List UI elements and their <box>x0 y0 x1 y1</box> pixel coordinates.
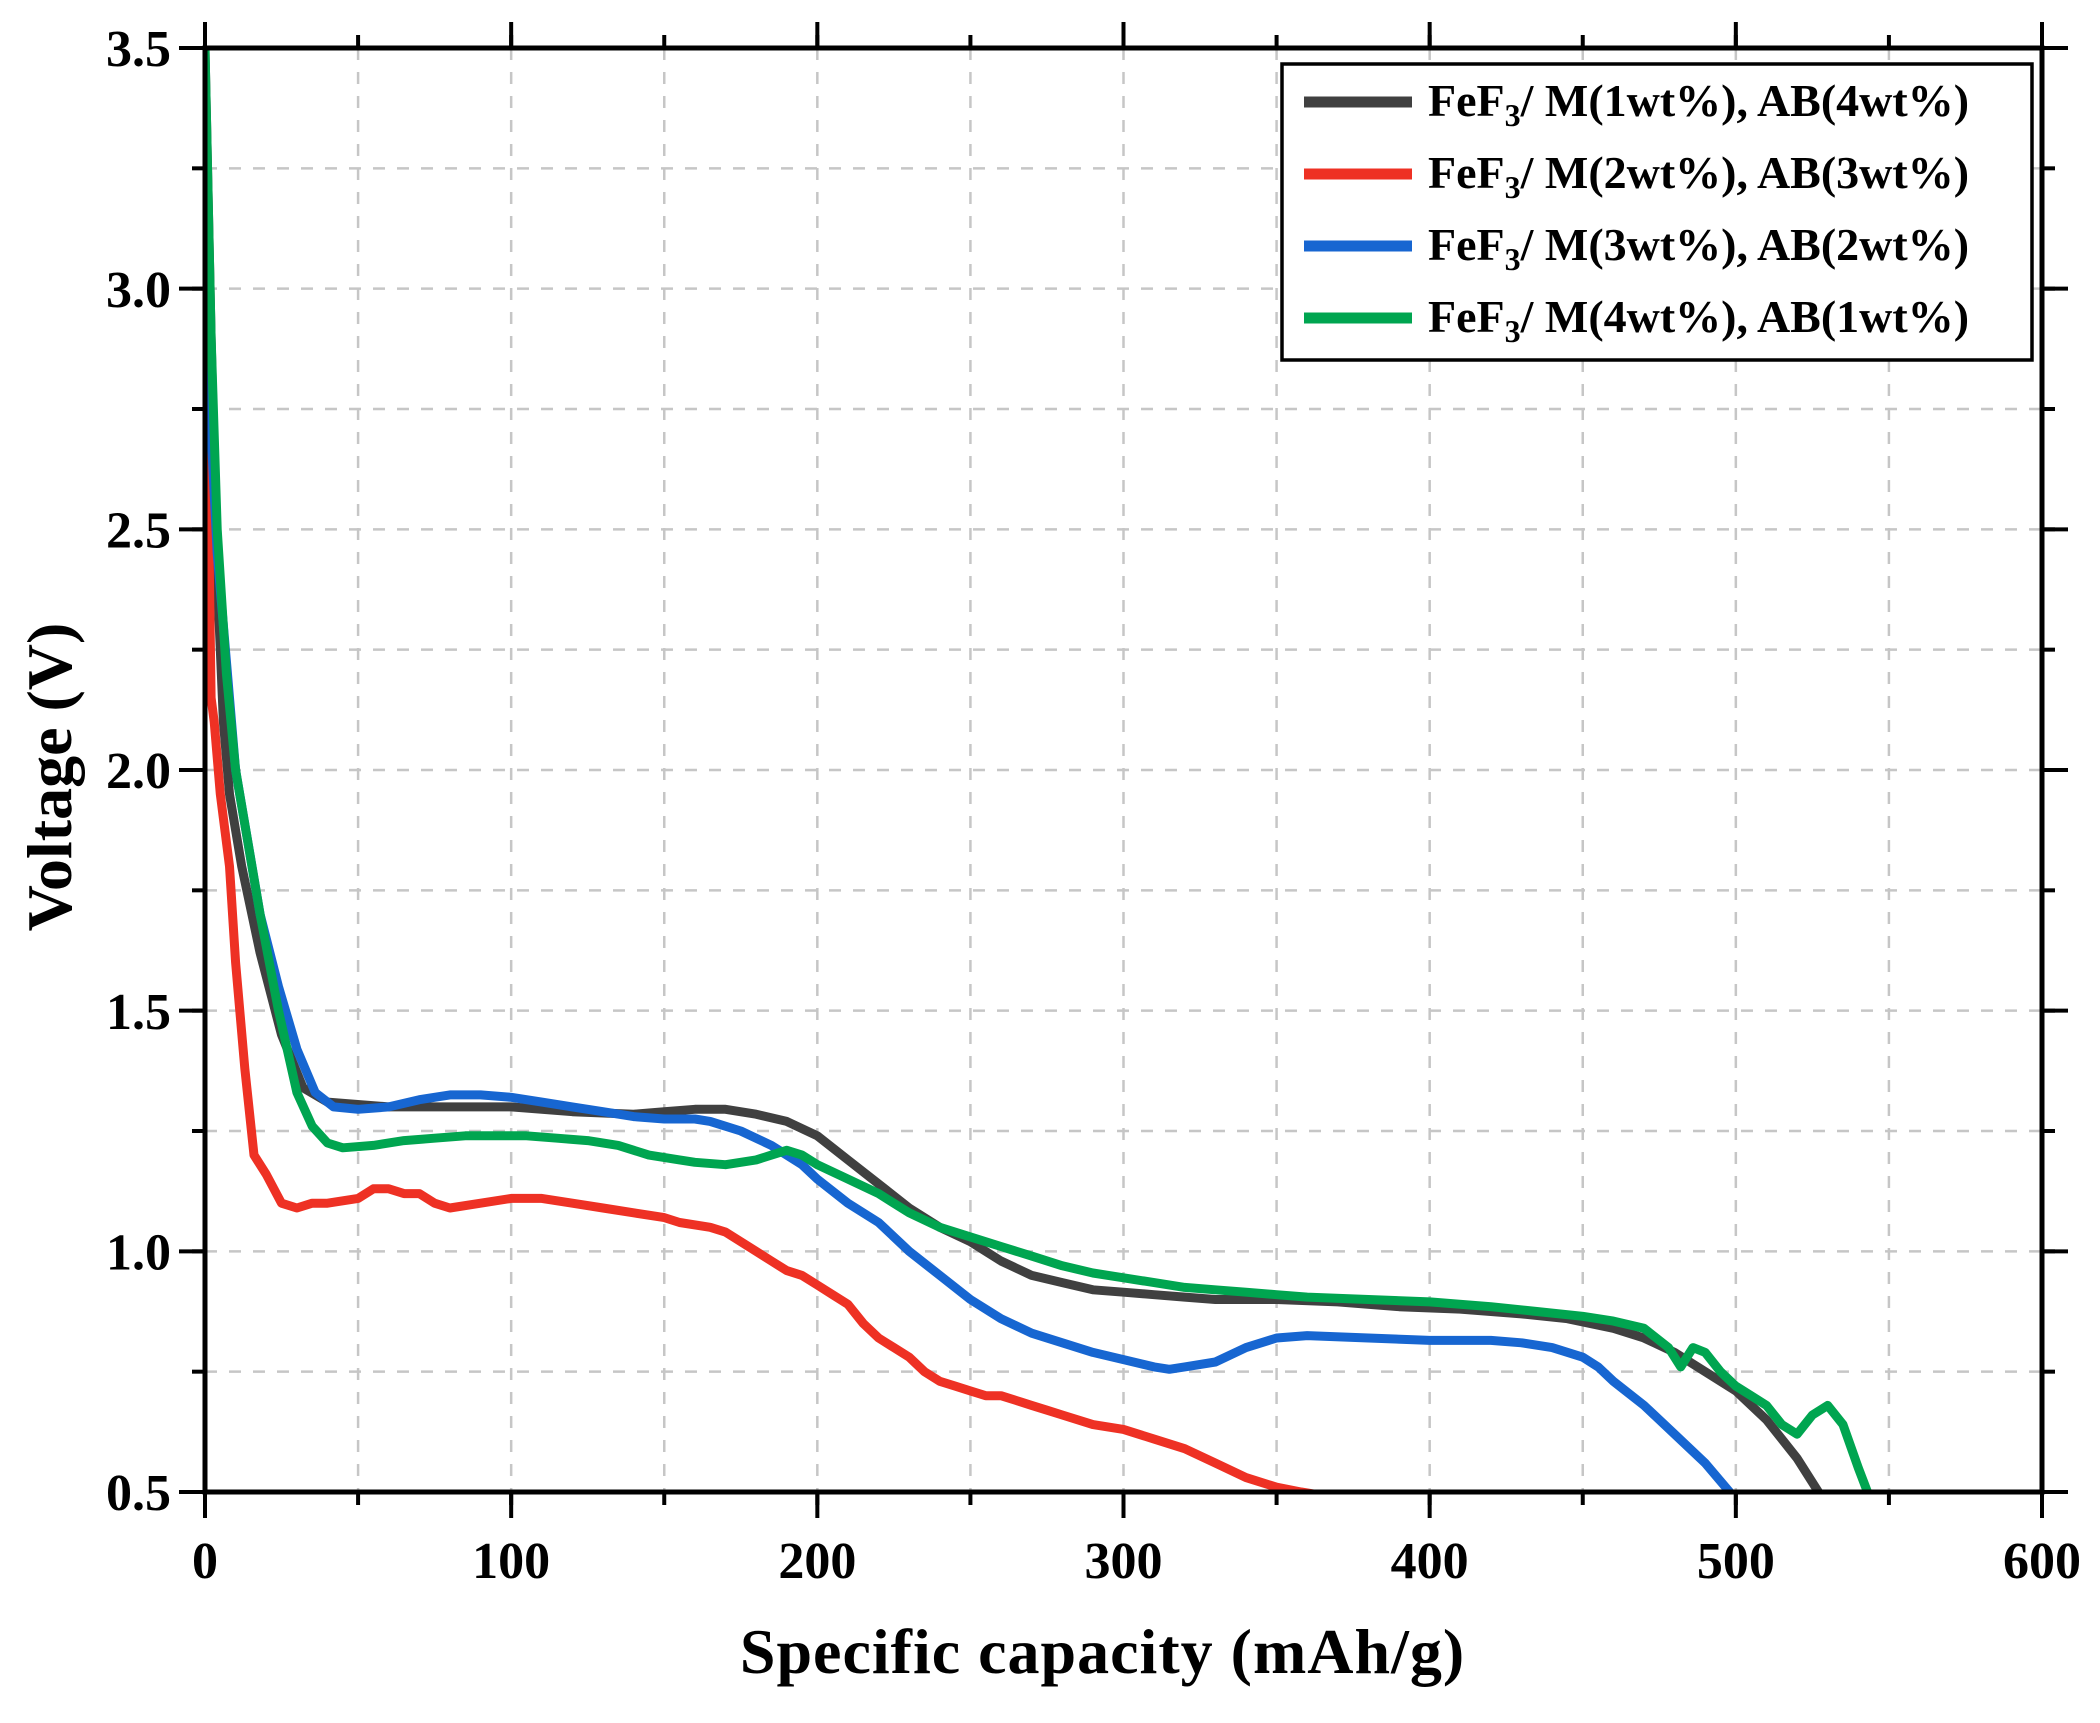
y-tick-label: 2.0 <box>106 743 171 800</box>
series-curves <box>205 48 1872 1492</box>
legend-item-2: FeF3/ M(3wt%), AB(2wt%) <box>1304 219 1969 277</box>
legend-label: FeF3/ M(1wt%), AB(4wt%) <box>1428 75 1969 133</box>
x-axis-title: Specific capacity (mAh/g) <box>739 1616 1466 1687</box>
x-tick-label: 400 <box>1391 1533 1469 1590</box>
x-tick-label: 200 <box>778 1533 856 1590</box>
axis-ticks <box>179 22 2068 1518</box>
legend-label: FeF3/ M(4wt%), AB(1wt%) <box>1428 291 1969 349</box>
x-tick-label: 600 <box>2003 1533 2081 1590</box>
series-line-3 <box>205 48 1872 1492</box>
x-tick-label: 300 <box>1085 1533 1163 1590</box>
legend-item-3: FeF3/ M(4wt%), AB(1wt%) <box>1304 291 1969 349</box>
y-tick-label: 3.5 <box>106 21 171 78</box>
legend-item-1: FeF3/ M(2wt%), AB(3wt%) <box>1304 147 1969 205</box>
y-tick-label: 0.5 <box>106 1465 171 1522</box>
legend-box <box>1280 62 2034 362</box>
y-axis-title: Voltage (V) <box>14 622 85 932</box>
y-tick-label: 1.5 <box>106 984 171 1041</box>
x-tick-label: 500 <box>1697 1533 1775 1590</box>
y-tick-label: 3.0 <box>106 262 171 319</box>
series-line-1 <box>205 260 1321 1492</box>
x-tick-label: 100 <box>472 1533 550 1590</box>
legend-label: FeF3/ M(2wt%), AB(3wt%) <box>1428 147 1969 205</box>
legend-label: FeF3/ M(3wt%), AB(2wt%) <box>1428 219 1969 277</box>
y-tick-label: 1.0 <box>106 1225 171 1282</box>
legend: FeF3/ M(1wt%), AB(4wt%) FeF3/ M(2wt%), AB… <box>1280 62 2034 362</box>
y-tick-label: 2.5 <box>106 503 171 560</box>
series-line-2 <box>205 139 1735 1492</box>
legend-item-0: FeF3/ M(1wt%), AB(4wt%) <box>1304 75 1969 133</box>
x-tick-label: 0 <box>192 1533 218 1590</box>
